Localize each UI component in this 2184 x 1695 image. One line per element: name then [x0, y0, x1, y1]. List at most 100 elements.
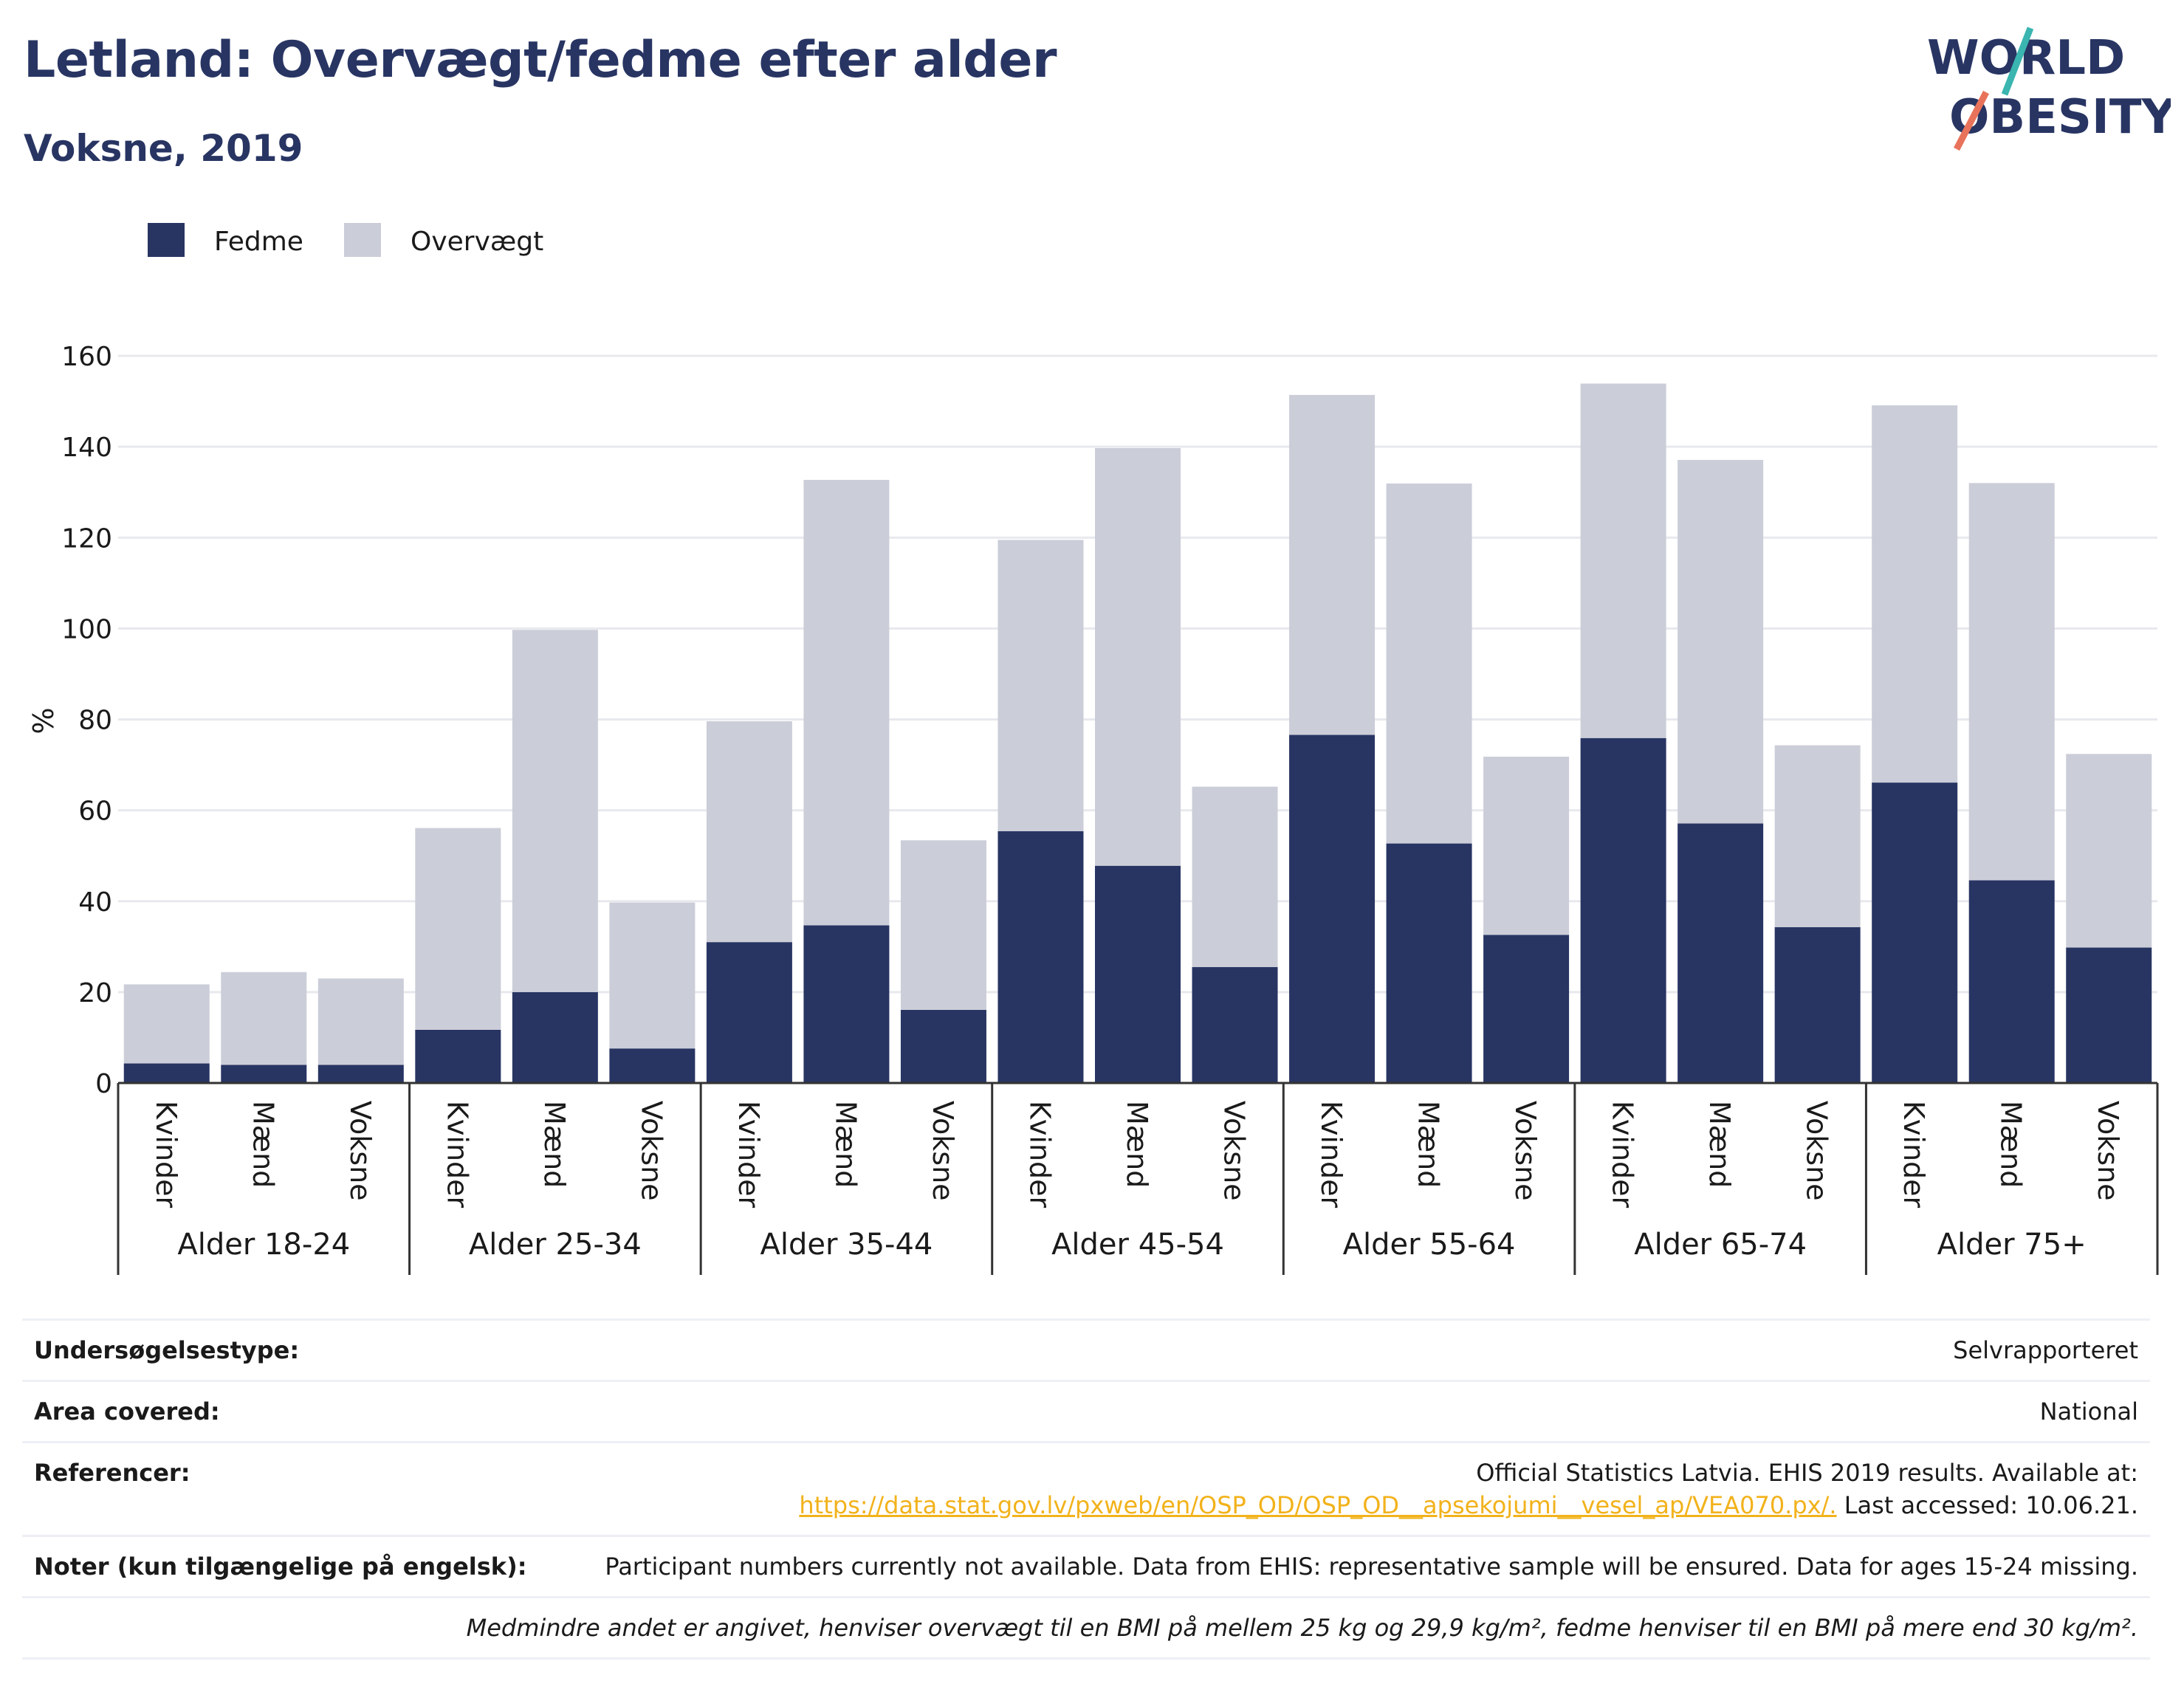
survey-type-row: Undersøgelsestype: Selvrapporteret	[22, 1318, 2150, 1380]
x-category-label: Voksne	[1218, 1101, 1251, 1201]
bar-fedme	[317, 1065, 404, 1083]
bar-overvaegt	[1192, 786, 1278, 968]
bar-overvaegt	[1483, 756, 1570, 935]
bar-fedme	[900, 1009, 986, 1083]
bar-overvaegt	[706, 721, 792, 943]
y-tick-label: 100	[61, 614, 112, 644]
bar-fedme	[1095, 865, 1181, 1083]
footnote-row: Medmindre andet er angivet, henviser ove…	[22, 1596, 2150, 1660]
x-category-label: Voksne	[1801, 1101, 1833, 1201]
bar-overvaegt	[609, 902, 696, 1049]
bar-chart: Fedme Overvægt 0 20 40 60 80 100 120 140 160% Kvin…	[27, 223, 2159, 1275]
x-category-label: Mænd	[247, 1101, 279, 1188]
bar-fedme	[1386, 843, 1472, 1083]
y-tick-label: 20	[78, 978, 112, 1008]
bar-overvaegt	[2066, 754, 2152, 948]
bar-fedme	[415, 1029, 501, 1083]
bmi-footnote: Medmindre andet er angivet, henviser ove…	[466, 1614, 2138, 1642]
x-category-label: Kvinder	[1023, 1101, 1056, 1208]
notes-label: Noter (kun tilgængelige på engelsk):	[34, 1553, 527, 1581]
y-tick-label: 0	[95, 1069, 112, 1099]
bar-overvaegt	[317, 978, 404, 1065]
x-category-label: Mænd	[1995, 1101, 2027, 1188]
notes-value: Participant numbers currently not availa…	[605, 1553, 2138, 1581]
x-category-label: Mænd	[1121, 1101, 1153, 1188]
bar-fedme	[1192, 967, 1278, 1083]
bar-overvaegt	[1289, 394, 1376, 735]
bar-overvaegt	[1872, 405, 1958, 783]
bar-fedme	[1580, 738, 1666, 1083]
x-group-label: Alder 25-34	[469, 1228, 642, 1262]
bar-overvaegt	[803, 480, 890, 926]
x-group-label: Alder 18-24	[177, 1228, 350, 1262]
x-group-label: Alder 75+	[1937, 1228, 2087, 1262]
bars	[123, 383, 2152, 1083]
bar-fedme	[2066, 947, 2152, 1083]
reference-accessed: Last accessed: 10.06.21.	[1836, 1491, 2138, 1519]
x-category-label: Voksne	[1509, 1101, 1542, 1201]
references-label: Referencer:	[34, 1459, 190, 1487]
bar-fedme	[1483, 935, 1570, 1083]
bar-fedme	[512, 991, 598, 1083]
bar-overvaegt	[123, 984, 210, 1064]
bar-fedme	[803, 925, 890, 1083]
logo-slash-top	[2001, 27, 2034, 96]
bar-fedme	[221, 1065, 307, 1083]
bar-overvaegt	[1678, 459, 1764, 824]
bar-overvaegt	[1095, 447, 1181, 866]
bar-fedme	[706, 942, 792, 1083]
survey-type-value: Selvrapporteret	[1953, 1336, 2138, 1364]
legend: Fedme Overvægt	[148, 223, 543, 257]
bar-fedme	[1968, 880, 2055, 1083]
references-value: Official Statistics Latvia. EHIS 2019 re…	[799, 1457, 2138, 1522]
bar-fedme	[1289, 735, 1376, 1083]
bar-overvaegt	[997, 540, 1084, 831]
x-group-label: Alder 55-64	[1343, 1228, 1516, 1262]
x-category-label: Kvinder	[732, 1101, 765, 1208]
bar-fedme	[997, 831, 1084, 1083]
info-table: Undersøgelsestype: Selvrapporteret Area …	[22, 1318, 2150, 1660]
y-tick-label: 160	[61, 342, 112, 372]
bar-fedme	[1872, 783, 1958, 1083]
x-category-label: Kvinder	[1315, 1101, 1347, 1208]
bar-overvaegt	[512, 630, 598, 992]
bar-overvaegt	[1774, 745, 1861, 927]
bar-overvaegt	[900, 840, 986, 1010]
bar-overvaegt	[1580, 383, 1666, 738]
area-covered-row: Area covered: National	[22, 1380, 2150, 1441]
survey-type-label: Undersøgelsestype:	[34, 1336, 300, 1364]
x-category-label: Voksne	[635, 1101, 667, 1201]
bar-overvaegt	[221, 972, 307, 1065]
axes: 0 20 40 60 80 100 120 140 160% Kvinder Mænd Voksne K…	[27, 342, 2159, 1275]
world-obesity-logo: WORLD OBESITY	[1927, 27, 2171, 151]
x-category-label: Voksne	[927, 1101, 959, 1201]
x-group-label: Alder 45-54	[1051, 1228, 1224, 1262]
bar-overvaegt	[415, 828, 501, 1030]
legend-swatch-1	[344, 223, 381, 257]
y-tick-label: 60	[78, 797, 112, 827]
legend-label-1: Overvægt	[411, 227, 543, 257]
x-group-label: Alder 35-44	[760, 1228, 933, 1262]
x-category-label: Kvinder	[441, 1101, 473, 1208]
y-tick-label: 120	[61, 523, 112, 554]
bar-fedme	[609, 1048, 696, 1083]
y-tick-label: 40	[78, 887, 112, 918]
bar-fedme	[1678, 823, 1764, 1083]
x-category-label: Mænd	[829, 1101, 862, 1188]
legend-label-0: Fedme	[214, 227, 303, 257]
references-row: Referencer: Official Statistics Latvia. …	[22, 1441, 2150, 1535]
x-group-label: Alder 65-74	[1634, 1228, 1807, 1262]
x-category-label: Voksne	[344, 1101, 377, 1201]
y-tick-label: 140	[61, 433, 112, 463]
y-tick-label: 80	[78, 706, 112, 736]
reference-link[interactable]: https://data.stat.gov.lv/pxweb/en/OSP_OD…	[799, 1491, 1837, 1519]
x-category-label: Mænd	[1412, 1101, 1445, 1188]
chart-subtitle: Voksne, 2019	[24, 127, 303, 170]
area-covered-label: Area covered:	[34, 1397, 220, 1426]
x-category-label: Mænd	[538, 1101, 571, 1188]
bar-fedme	[123, 1063, 210, 1083]
legend-swatch-0	[148, 223, 185, 257]
y-axis-label: %	[27, 707, 60, 734]
notes-row: Noter (kun tilgængelige på engelsk): Par…	[22, 1535, 2150, 1596]
x-category-label: Mænd	[1703, 1101, 1736, 1188]
